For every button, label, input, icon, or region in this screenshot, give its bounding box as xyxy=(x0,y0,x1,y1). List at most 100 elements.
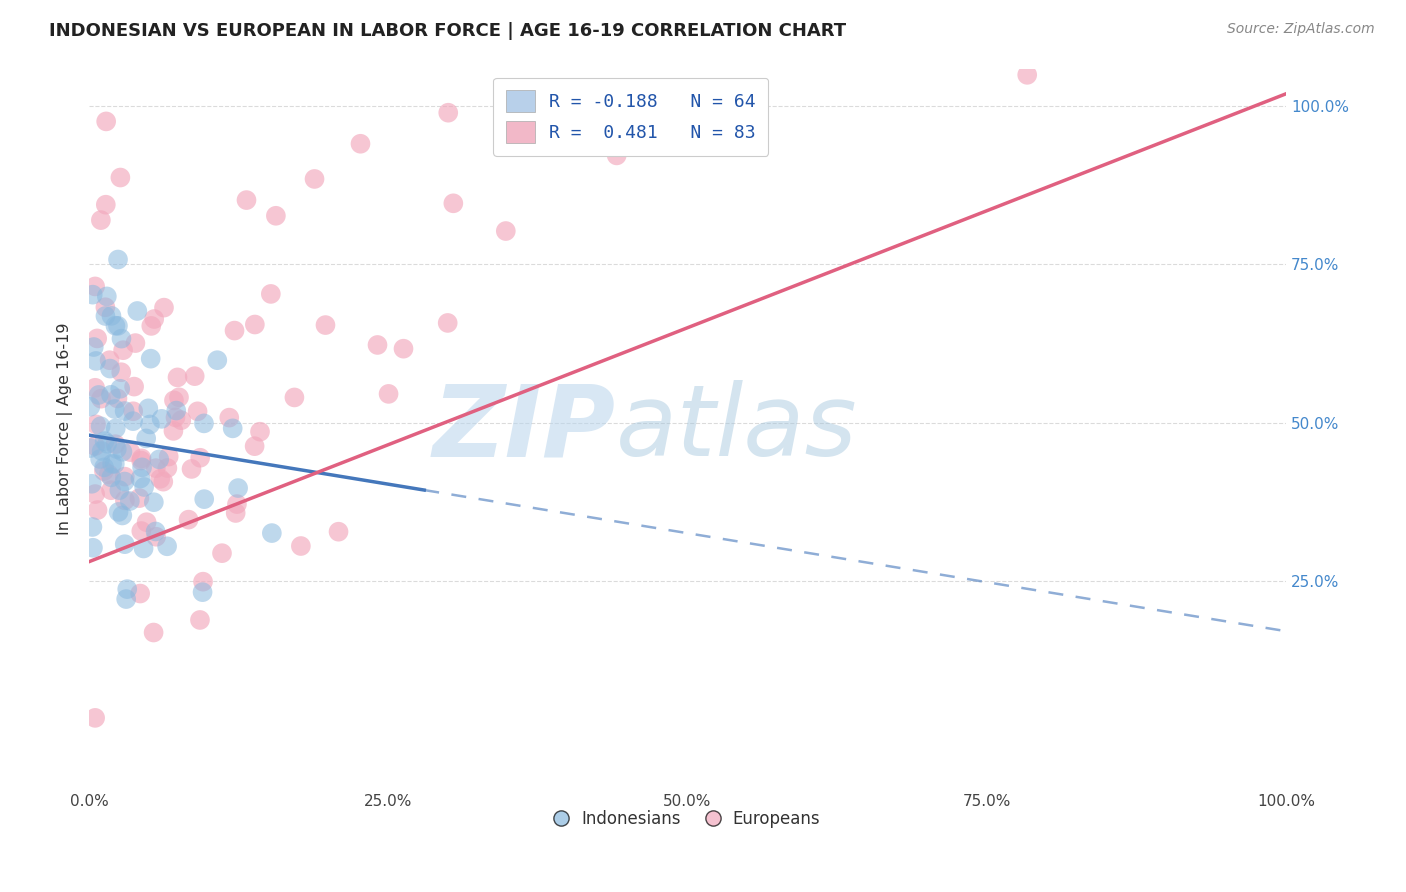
Point xyxy=(111,508,134,523)
Point xyxy=(314,318,336,332)
Point xyxy=(96,436,118,450)
Point xyxy=(156,461,179,475)
Point xyxy=(120,445,142,459)
Point xyxy=(107,505,129,519)
Point xyxy=(187,404,209,418)
Point xyxy=(183,369,205,384)
Point xyxy=(145,524,167,539)
Point xyxy=(100,470,122,484)
Point xyxy=(93,464,115,478)
Text: atlas: atlas xyxy=(616,380,858,477)
Point xyxy=(226,497,249,511)
Point xyxy=(118,494,141,508)
Point xyxy=(94,309,117,323)
Point xyxy=(157,450,180,464)
Point xyxy=(98,361,121,376)
Point xyxy=(166,370,188,384)
Point xyxy=(167,390,190,404)
Point xyxy=(304,172,326,186)
Point xyxy=(142,495,165,509)
Point xyxy=(143,312,166,326)
Point xyxy=(89,452,111,467)
Point xyxy=(193,417,215,431)
Point xyxy=(90,392,112,406)
Point xyxy=(188,613,211,627)
Point xyxy=(290,539,312,553)
Point xyxy=(101,457,124,471)
Text: INDONESIAN VS EUROPEAN IN LABOR FORCE | AGE 16-19 CORRELATION CHART: INDONESIAN VS EUROPEAN IN LABOR FORCE | … xyxy=(49,22,846,40)
Point xyxy=(110,382,132,396)
Point xyxy=(606,148,628,162)
Point xyxy=(80,476,103,491)
Point xyxy=(129,471,152,485)
Point xyxy=(207,353,229,368)
Point xyxy=(114,537,136,551)
Point xyxy=(150,412,173,426)
Point xyxy=(110,332,132,346)
Point xyxy=(96,114,118,128)
Point xyxy=(93,460,115,475)
Point xyxy=(104,421,127,435)
Point xyxy=(191,585,214,599)
Point xyxy=(441,196,464,211)
Point xyxy=(145,530,167,544)
Point xyxy=(84,487,107,501)
Point xyxy=(124,336,146,351)
Point xyxy=(94,197,117,211)
Point xyxy=(165,410,187,425)
Point xyxy=(260,526,283,541)
Point xyxy=(79,441,101,455)
Point xyxy=(243,318,266,332)
Point xyxy=(94,300,117,314)
Point xyxy=(122,414,145,428)
Point xyxy=(107,252,129,267)
Point xyxy=(86,503,108,517)
Text: ZIP: ZIP xyxy=(433,380,616,477)
Point xyxy=(139,417,162,432)
Point xyxy=(142,625,165,640)
Point xyxy=(218,410,240,425)
Point xyxy=(135,515,157,529)
Point xyxy=(98,353,121,368)
Point xyxy=(82,287,104,301)
Point xyxy=(104,318,127,333)
Point xyxy=(84,439,107,453)
Point xyxy=(437,105,460,120)
Point xyxy=(221,421,243,435)
Point xyxy=(193,492,215,507)
Point xyxy=(188,450,211,465)
Point xyxy=(136,401,159,416)
Point xyxy=(129,524,152,538)
Point xyxy=(84,381,107,395)
Point xyxy=(235,193,257,207)
Point xyxy=(84,279,107,293)
Point xyxy=(110,170,132,185)
Point xyxy=(141,318,163,333)
Point xyxy=(128,491,150,505)
Point xyxy=(180,462,202,476)
Point xyxy=(129,586,152,600)
Point xyxy=(135,431,157,445)
Point xyxy=(90,213,112,227)
Point xyxy=(177,513,200,527)
Point xyxy=(84,354,107,368)
Point xyxy=(84,417,107,432)
Point xyxy=(436,316,458,330)
Point xyxy=(139,351,162,366)
Point xyxy=(165,403,187,417)
Point xyxy=(114,475,136,489)
Point xyxy=(90,444,112,458)
Point xyxy=(122,404,145,418)
Point xyxy=(110,365,132,379)
Point xyxy=(90,419,112,434)
Point xyxy=(226,481,249,495)
Point xyxy=(100,388,122,402)
Point xyxy=(107,392,129,406)
Text: Source: ZipAtlas.com: Source: ZipAtlas.com xyxy=(1227,22,1375,37)
Point xyxy=(82,520,104,534)
Point xyxy=(225,506,247,520)
Point xyxy=(148,452,170,467)
Point xyxy=(122,379,145,393)
Point xyxy=(156,539,179,553)
Point xyxy=(224,324,246,338)
